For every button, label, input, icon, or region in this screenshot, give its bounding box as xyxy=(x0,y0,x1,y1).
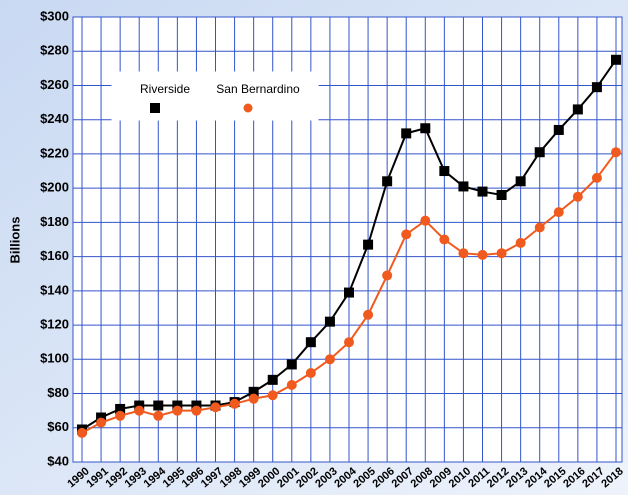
y-tick-label: $140 xyxy=(40,282,69,297)
marker xyxy=(439,166,450,177)
y-tick-label: $200 xyxy=(40,180,69,195)
marker xyxy=(572,104,583,115)
legend-box xyxy=(111,71,319,121)
y-tick-label: $300 xyxy=(40,8,69,23)
marker xyxy=(115,410,126,421)
y-tick-label: $40 xyxy=(47,453,69,468)
y-tick-label: $60 xyxy=(47,419,69,434)
marker xyxy=(496,190,507,200)
y-tick-label: $100 xyxy=(40,351,69,366)
y-tick-label: $160 xyxy=(40,248,69,263)
marker xyxy=(134,405,145,416)
marker xyxy=(458,248,469,259)
marker xyxy=(172,400,183,411)
marker xyxy=(248,393,259,404)
marker xyxy=(153,400,164,411)
marker xyxy=(115,403,126,414)
y-tick-label: $280 xyxy=(40,43,69,58)
marker xyxy=(324,316,335,327)
marker xyxy=(553,124,564,135)
marker xyxy=(611,54,621,65)
marker xyxy=(363,239,374,250)
marker xyxy=(344,337,354,348)
marker xyxy=(591,172,602,183)
marker xyxy=(591,82,602,93)
y-tick-label: $120 xyxy=(40,317,69,332)
marker xyxy=(420,123,431,134)
marker xyxy=(382,176,393,187)
marker xyxy=(534,222,545,233)
marker xyxy=(324,354,335,365)
legend-marker xyxy=(150,103,160,113)
marker xyxy=(172,405,183,416)
marker xyxy=(515,176,526,187)
marker xyxy=(572,191,583,202)
marker xyxy=(305,337,316,348)
y-tick-label: $260 xyxy=(40,77,69,92)
legend-label: Riverside xyxy=(140,82,190,96)
marker xyxy=(611,147,621,158)
marker xyxy=(96,412,107,423)
y-tick-label: $180 xyxy=(40,214,69,229)
marker xyxy=(286,379,297,390)
marker xyxy=(267,374,278,385)
marker xyxy=(248,386,259,397)
marker xyxy=(267,390,278,401)
marker xyxy=(134,400,145,411)
y-axis-label: Billions xyxy=(7,217,22,264)
legend-label: San Bernardino xyxy=(216,82,300,96)
marker xyxy=(153,410,164,421)
marker xyxy=(496,248,507,259)
marker xyxy=(515,237,526,248)
marker xyxy=(77,427,87,438)
marker xyxy=(382,270,393,281)
marker xyxy=(210,402,221,413)
marker xyxy=(439,234,450,245)
marker xyxy=(477,186,488,197)
marker xyxy=(420,215,431,226)
marker xyxy=(363,309,374,320)
marker xyxy=(229,398,240,409)
y-tick-label: $220 xyxy=(40,145,69,160)
marker xyxy=(534,147,545,158)
marker xyxy=(305,368,316,378)
marker xyxy=(477,249,488,260)
marker xyxy=(401,128,412,139)
plot-border xyxy=(72,16,623,463)
marker xyxy=(553,207,564,218)
marker xyxy=(458,181,469,192)
marker xyxy=(96,417,107,428)
marker xyxy=(344,287,354,298)
marker xyxy=(191,400,202,411)
marker xyxy=(401,229,412,240)
marker xyxy=(286,359,297,370)
marker xyxy=(191,405,202,416)
y-tick-label: $240 xyxy=(40,111,69,126)
legend-marker xyxy=(243,103,253,113)
y-tick-label: $80 xyxy=(47,385,69,400)
